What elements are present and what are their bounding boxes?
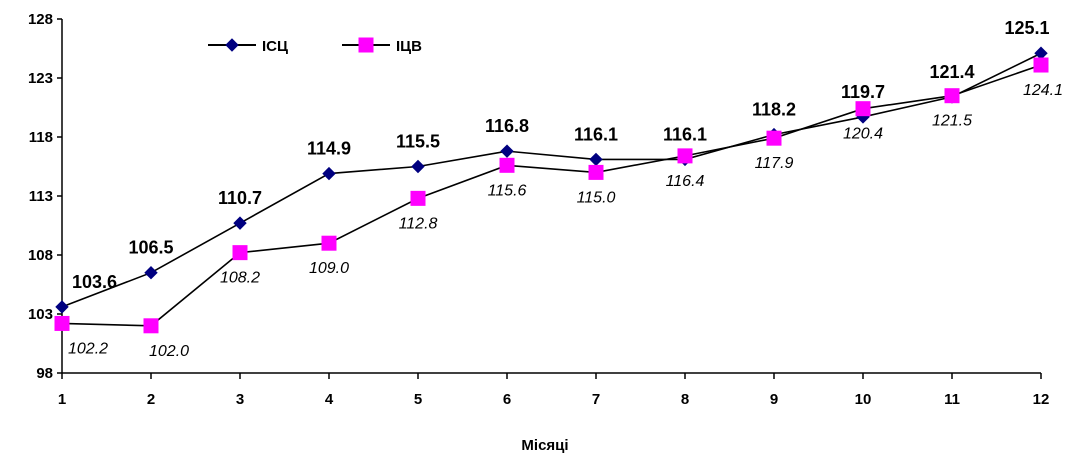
series-line-ics bbox=[61, 52, 1042, 308]
axes bbox=[57, 18, 1042, 379]
x-tick-label: 3 bbox=[236, 391, 244, 408]
x-tick-labels: 1 2 3 4 5 6 7 8 9 10 11 12 bbox=[58, 391, 1050, 408]
x-tick-label: 8 bbox=[681, 391, 689, 408]
data-label-itsv: 109.0 bbox=[309, 260, 349, 277]
point-itsv bbox=[1033, 57, 1049, 73]
y-tick-label: 103 bbox=[28, 306, 53, 323]
series-markers bbox=[54, 46, 1049, 334]
point-ics bbox=[233, 216, 247, 230]
point-itsv bbox=[944, 88, 960, 104]
point-itsv bbox=[855, 101, 871, 117]
point-itsv bbox=[321, 235, 337, 251]
point-itsv bbox=[499, 157, 515, 173]
point-itsv bbox=[588, 164, 604, 180]
point-ics bbox=[144, 265, 158, 280]
data-label-itsv: 124.1 bbox=[1023, 82, 1063, 99]
data-label-itsv: 115.6 bbox=[488, 182, 527, 199]
point-itsv bbox=[232, 245, 248, 261]
data-label-ics: 119.7 bbox=[841, 82, 885, 102]
data-label-ics: 116.1 bbox=[574, 124, 618, 144]
x-tick-label: 6 bbox=[503, 391, 511, 408]
data-label-itsv: 121.5 bbox=[932, 113, 972, 130]
y-tick-label: 118 bbox=[29, 129, 53, 146]
data-label-itsv: 112.8 bbox=[399, 215, 438, 232]
data-label-ics: 115.5 bbox=[396, 132, 440, 152]
x-axis-title: Місяці bbox=[521, 437, 568, 454]
point-itsv bbox=[54, 315, 70, 331]
point-itsv bbox=[410, 190, 426, 206]
point-ics bbox=[411, 159, 425, 174]
data-label-ics: 125.1 bbox=[1004, 18, 1049, 38]
point-ics bbox=[589, 152, 603, 167]
point-itsv bbox=[677, 148, 693, 164]
point-itsv bbox=[143, 318, 159, 334]
x-tick-label: 7 bbox=[592, 391, 600, 408]
y-tick-label: 98 bbox=[36, 365, 53, 382]
data-label-ics: 118.2 bbox=[752, 100, 796, 120]
data-label-ics: 114.9 bbox=[307, 139, 351, 159]
data-label-ics: 116.8 bbox=[485, 116, 529, 136]
series-lines bbox=[61, 52, 1042, 327]
data-label-ics: 110.7 bbox=[218, 188, 262, 208]
series-line-itsv bbox=[61, 64, 1042, 327]
data-label-ics: 121.4 bbox=[929, 62, 974, 82]
data-label-ics: 103.6 bbox=[72, 272, 117, 292]
y-tick-labels: 98 103 108 113 118 123 128 bbox=[28, 11, 53, 382]
data-label-itsv: 115.0 bbox=[577, 189, 616, 206]
data-label-itsv: 120.4 bbox=[843, 126, 883, 143]
x-tick-label: 11 bbox=[944, 391, 960, 408]
data-label-itsv: 102.0 bbox=[149, 343, 189, 360]
legend-label-ics: ІСЦ bbox=[262, 38, 288, 55]
x-tick-label: 4 bbox=[325, 391, 334, 408]
data-label-itsv: 102.2 bbox=[68, 340, 108, 357]
data-label-itsv: 108.2 bbox=[220, 270, 260, 287]
x-tick-label: 5 bbox=[414, 391, 422, 408]
data-labels: 103.6 106.5 110.7 114.9 115.5 116.8 116.1 116.1… bbox=[68, 18, 1063, 360]
point-ics bbox=[322, 166, 336, 181]
data-label-ics: 116.1 bbox=[663, 124, 707, 144]
x-tick-label: 9 bbox=[770, 391, 778, 408]
y-tick-label: 123 bbox=[28, 70, 53, 87]
legend-marker-itsv bbox=[358, 37, 374, 53]
x-tick-label: 12 bbox=[1033, 391, 1050, 408]
y-tick-label: 108 bbox=[28, 247, 53, 264]
data-label-itsv: 117.9 bbox=[755, 155, 794, 172]
legend: ІСЦ ІЦВ bbox=[208, 37, 422, 55]
x-tick-label: 1 bbox=[58, 391, 66, 408]
point-ics bbox=[1034, 46, 1048, 60]
point-itsv bbox=[766, 130, 782, 146]
x-tick-label: 10 bbox=[855, 391, 872, 408]
legend-label-itsv: ІЦВ bbox=[396, 38, 422, 55]
y-tick-label: 113 bbox=[29, 188, 53, 205]
legend-marker-ics bbox=[225, 38, 239, 52]
data-label-itsv: 116.4 bbox=[666, 173, 705, 190]
point-ics bbox=[500, 144, 514, 158]
data-label-ics: 106.5 bbox=[128, 238, 173, 258]
y-tick-label: 128 bbox=[28, 11, 53, 28]
x-tick-label: 2 bbox=[147, 391, 155, 408]
point-ics bbox=[55, 300, 69, 314]
